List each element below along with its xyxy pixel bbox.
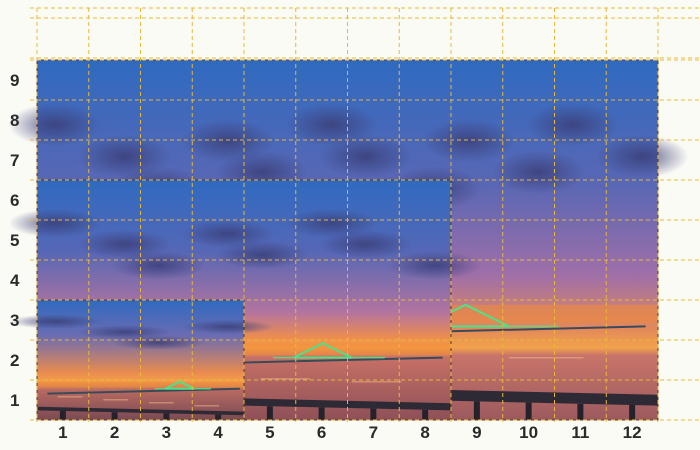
cloud [422,119,516,163]
y-axis-label: 8 [10,111,20,130]
x-axis-label: 4 [213,423,223,442]
pier-piling [370,408,377,420]
water-reflection [148,402,174,404]
y-axis-label: 1 [10,391,20,410]
water-reflection [260,378,311,380]
water-reflection [508,357,584,359]
x-axis-label: 6 [316,423,327,442]
water-reflection [57,396,83,398]
pier-piling [318,407,325,420]
cloud [111,251,205,280]
pier-piling [577,403,584,420]
small-photo [8,299,275,421]
water-reflection [103,399,129,401]
horizon-glow [37,381,244,388]
cloud [111,335,205,350]
y-axis-label: 9 [10,71,20,90]
cloud [215,240,309,270]
cloud [181,319,275,335]
y-axis-label: 5 [10,231,20,250]
cloud [595,134,689,179]
cloud [492,150,586,194]
y-axis-label: 2 [10,351,20,370]
pier-piling [422,409,429,420]
pier-piling [111,412,118,420]
x-axis-label: 3 [161,423,172,442]
x-axis-label: 10 [519,423,539,442]
cloud [8,103,102,147]
x-axis-label: 8 [420,423,430,442]
pier-piling [629,405,636,420]
pier-piling [215,414,222,420]
x-axis-label: 1 [58,423,68,442]
pier-piling [525,402,532,420]
pier-piling [59,411,66,420]
x-axis-label: 11 [571,423,590,442]
x-axis-label: 9 [472,423,482,442]
cloud [8,314,102,329]
water-reflection [351,381,402,383]
cloud [318,229,412,259]
cloud [388,251,482,280]
y-axis-label: 6 [10,191,20,210]
x-axis-label: 7 [368,423,379,442]
y-axis-label: 4 [10,271,20,290]
pier-piling [163,413,170,420]
x-axis-label: 12 [622,423,642,442]
y-axis-label: 7 [10,151,20,170]
water-reflection [194,405,220,407]
cloud [318,134,412,179]
y-axis-label: 3 [10,311,20,330]
x-axis-label: 2 [109,423,120,442]
cloud [525,103,619,147]
pier-piling [266,406,273,420]
cloud [8,208,102,238]
pier-piling [473,401,480,420]
x-axis-label: 5 [265,423,275,442]
bridge-deck [47,387,240,395]
